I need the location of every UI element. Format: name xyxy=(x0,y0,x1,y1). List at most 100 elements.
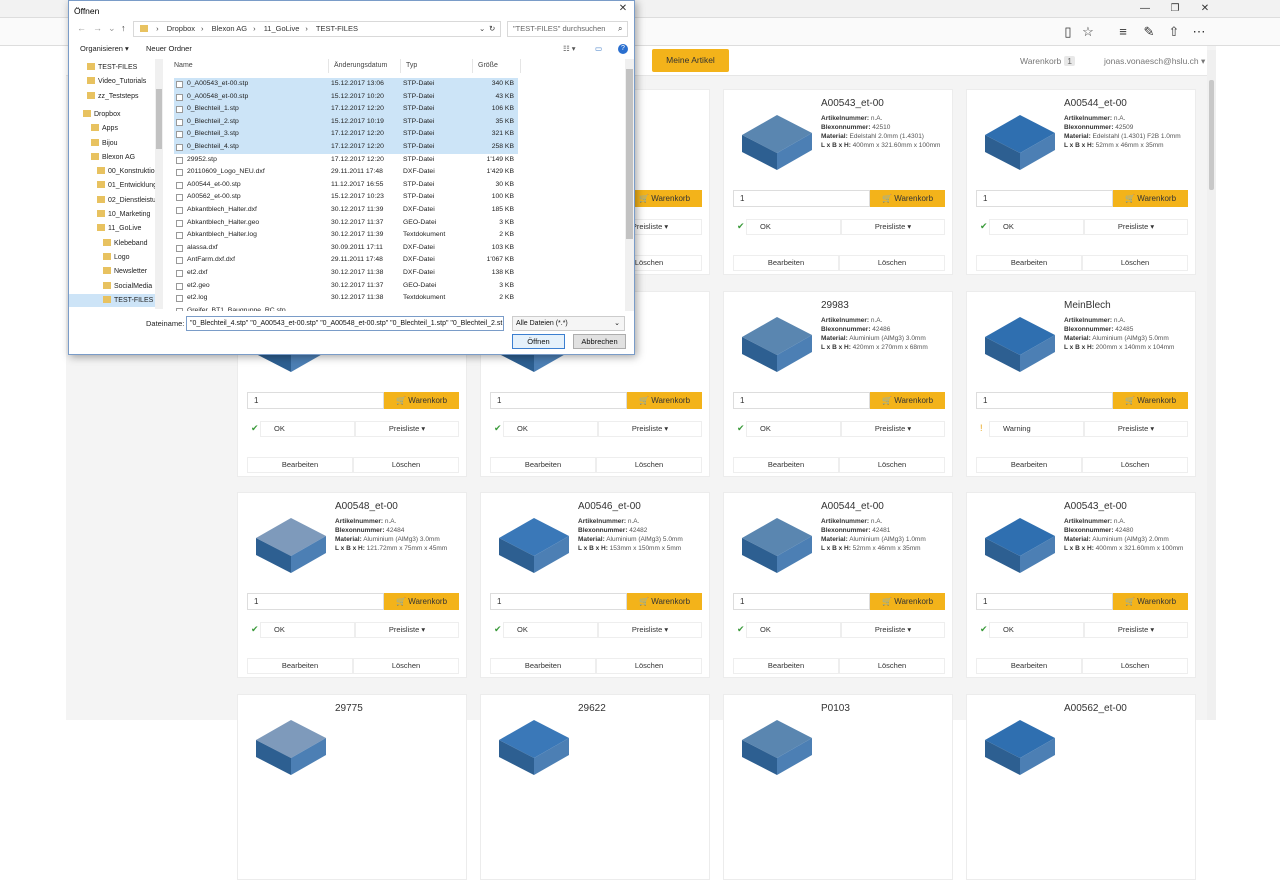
tree-item[interactable]: Logo xyxy=(69,251,155,264)
reading-view-icon[interactable]: ▯ xyxy=(1064,24,1072,39)
address-chevron-icon[interactable]: ⌄ xyxy=(479,24,486,33)
price-list-dropdown[interactable]: Preisliste ▾ xyxy=(841,219,945,235)
new-folder-button[interactable]: Neuer Ordner xyxy=(146,44,192,53)
tree-item[interactable]: 01_Entwicklung xyxy=(69,179,157,192)
tree-item[interactable]: 11_GoLive xyxy=(69,222,155,235)
page-scrollbar[interactable] xyxy=(1207,50,1216,720)
filetype-select[interactable]: Alle Dateien (*.*) ⌄ xyxy=(512,316,625,331)
add-to-cart-button[interactable]: 🛒 Warenkorb xyxy=(627,593,702,610)
edit-button[interactable]: Bearbeiten xyxy=(733,658,839,674)
edit-button[interactable]: Bearbeiten xyxy=(247,658,353,674)
quantity-input[interactable]: 1 xyxy=(247,392,384,409)
add-to-cart-button[interactable]: 🛒 Warenkorb xyxy=(627,190,702,207)
file-row[interactable]: 0_A00548_et-00.stp 15.12.2017 10:20 STP-Da… xyxy=(174,90,518,104)
tree-item[interactable]: TEST-FILES xyxy=(69,293,155,307)
more-menu-icon[interactable]: ⋯ xyxy=(1192,24,1206,39)
file-list-scrollbar[interactable] xyxy=(625,59,634,311)
part-thumbnail[interactable] xyxy=(489,498,574,583)
up-arrow-icon[interactable]: ↑ xyxy=(121,23,126,33)
file-row[interactable]: 0_Blechteil_1.stp 17.12.2017 12:20 STP-Dat… xyxy=(174,103,518,116)
quantity-input[interactable]: 1 xyxy=(733,593,870,610)
delete-button[interactable]: Löschen xyxy=(839,255,945,271)
tree-item[interactable]: 02_Dienstleistu xyxy=(69,194,156,207)
hub-menu-icon[interactable]: ≡ xyxy=(1119,24,1127,39)
column-header-date[interactable]: Änderungsdatum xyxy=(329,59,401,73)
back-arrow-icon[interactable]: ← xyxy=(77,23,86,33)
tree-item[interactable]: TEST-FILES xyxy=(69,61,155,74)
breadcrumb-golive[interactable]: 11_GoLive xyxy=(263,24,300,33)
tree-item[interactable]: 00_Konstruktio xyxy=(69,165,155,178)
add-to-cart-button[interactable]: 🛒 Warenkorb xyxy=(384,593,459,610)
edit-button[interactable]: Bearbeiten xyxy=(976,658,1082,674)
tree-item[interactable]: 10_Marketing xyxy=(69,208,155,221)
minimize-button[interactable]: — xyxy=(1140,3,1150,14)
tree-item[interactable]: Video_Tutorials xyxy=(69,75,155,88)
part-thumbnail[interactable] xyxy=(246,498,331,583)
file-row[interactable]: Abkantblech_Halter.dxf 30.12.2017 11:39 DX… xyxy=(174,204,518,217)
edit-button[interactable]: Bearbeiten xyxy=(976,255,1082,271)
price-list-dropdown[interactable]: Preisliste ▾ xyxy=(355,421,459,437)
part-thumbnail[interactable] xyxy=(975,700,1060,785)
delete-button[interactable]: Löschen xyxy=(353,457,459,473)
file-row[interactable]: 0_Blechteil_3.stp 17.12.2017 12:20 STP-Dat… xyxy=(174,128,518,141)
file-row[interactable]: alassa.dxf 30.09.2011 17:11 DXF-Datei 103 K… xyxy=(174,242,518,255)
file-row[interactable]: Abkantblech_Halter.log 30.12.2017 11:39 Te… xyxy=(174,229,518,242)
delete-button[interactable]: Löschen xyxy=(1082,255,1188,271)
tree-item[interactable]: zz_Teststeps xyxy=(69,90,155,103)
price-list-dropdown[interactable]: Preisliste ▾ xyxy=(598,622,702,638)
file-row[interactable]: et2.log 30.12.2017 11:38 Textdokument 2 KB xyxy=(174,292,518,305)
part-thumbnail[interactable] xyxy=(732,95,817,180)
file-row[interactable]: Greifer_BT1_Baugruppe_RC.stp xyxy=(174,305,518,311)
part-thumbnail[interactable] xyxy=(732,498,817,583)
breadcrumb-dropbox[interactable]: Dropbox xyxy=(166,24,196,33)
window-close-button[interactable]: ✕ xyxy=(1200,3,1210,14)
file-row[interactable]: 0_Blechteil_2.stp 15.12.2017 10:19 STP-Dat… xyxy=(174,115,518,129)
file-row[interactable]: et2.geo 30.12.2017 11:37 GEO-Datei 3 KB xyxy=(174,280,518,293)
file-row[interactable]: 29952.stp 17.12.2017 12:20 STP-Datei 1'149 … xyxy=(174,154,518,167)
file-row[interactable]: et2.dxf 30.12.2017 11:38 DXF-Datei 138 KB xyxy=(174,267,518,280)
delete-button[interactable]: Löschen xyxy=(839,658,945,674)
view-options-icon[interactable]: ☷ ▾ xyxy=(563,44,576,53)
cancel-button[interactable]: Abbrechen xyxy=(573,334,626,349)
maximize-button[interactable]: ❐ xyxy=(1170,3,1180,14)
file-row[interactable]: 0_A00543_et-00.stp 15.12.2017 13:06 STP-Da… xyxy=(174,78,518,91)
page-scrollbar-thumb[interactable] xyxy=(1209,80,1214,190)
column-header-size[interactable]: Größe xyxy=(473,59,521,73)
preview-pane-icon[interactable]: ▭ xyxy=(595,44,603,53)
file-row[interactable]: 20110609_Logo_NEU.dxf 29.11.2011 17:48 DXF… xyxy=(174,166,518,179)
tree-item[interactable]: Dropbox xyxy=(69,108,155,121)
delete-button[interactable]: Löschen xyxy=(596,457,702,473)
quantity-input[interactable]: 1 xyxy=(490,392,627,409)
breadcrumb-blexon[interactable]: Blexon AG xyxy=(211,24,248,33)
part-thumbnail[interactable] xyxy=(732,700,817,785)
price-list-dropdown[interactable]: Preisliste ▾ xyxy=(1084,219,1188,235)
delete-button[interactable]: Löschen xyxy=(839,457,945,473)
delete-button[interactable]: Löschen xyxy=(353,658,459,674)
edit-button[interactable]: Bearbeiten xyxy=(247,457,353,473)
file-list-scrollbar-thumb[interactable] xyxy=(626,69,633,239)
recent-chevron-icon[interactable]: ⌄ xyxy=(108,23,116,33)
add-to-cart-button[interactable]: 🛒 Warenkorb xyxy=(870,190,945,207)
favorite-star-icon[interactable]: ☆ xyxy=(1082,24,1094,39)
refresh-icon[interactable]: ↻ xyxy=(489,24,496,33)
part-thumbnail[interactable] xyxy=(489,700,574,785)
quantity-input[interactable]: 1 xyxy=(733,392,870,409)
search-input[interactable]: "TEST-FILES" durchsuchen xyxy=(507,21,628,37)
part-thumbnail[interactable] xyxy=(732,297,817,382)
price-list-dropdown[interactable]: Preisliste ▾ xyxy=(598,421,702,437)
tree-item[interactable]: Apps xyxy=(69,122,155,135)
price-list-dropdown[interactable]: Preisliste ▾ xyxy=(355,622,459,638)
filename-input[interactable]: "0_Blechteil_4.stp" "0_A00543_et-00.stp"… xyxy=(186,316,504,331)
edit-button[interactable]: Bearbeiten xyxy=(976,457,1082,473)
add-to-cart-button[interactable]: 🛒 Warenkorb xyxy=(1113,392,1188,409)
tree-item[interactable]: Klebeband xyxy=(69,237,155,250)
organize-button[interactable]: Organisieren ▾ xyxy=(80,44,129,53)
quantity-input[interactable]: 1 xyxy=(490,593,627,610)
file-row[interactable]: 0_Blechteil_4.stp 17.12.2017 12:20 STP-Dat… xyxy=(174,141,518,154)
edit-button[interactable]: Bearbeiten xyxy=(733,457,839,473)
price-list-dropdown[interactable]: Preisliste ▾ xyxy=(1084,421,1188,437)
user-menu[interactable]: jonas.vonaesch@hslu.ch ▾ xyxy=(1104,56,1206,66)
price-list-dropdown[interactable]: Preisliste ▾ xyxy=(1084,622,1188,638)
dialog-close-button[interactable]: ✕ xyxy=(618,3,628,14)
part-thumbnail[interactable] xyxy=(975,498,1060,583)
